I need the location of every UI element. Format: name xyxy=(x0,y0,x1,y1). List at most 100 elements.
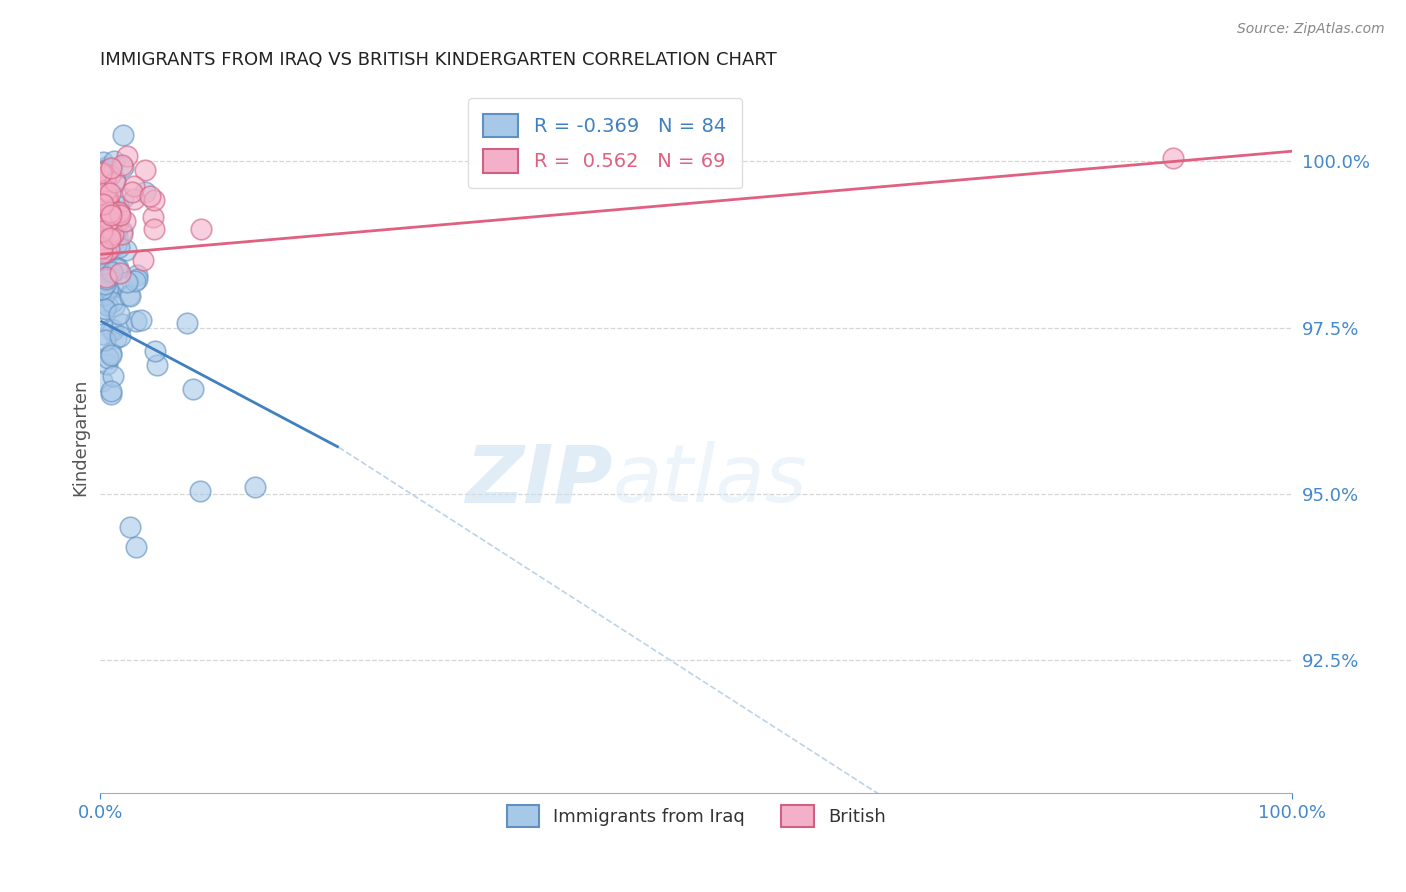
Point xyxy=(108,266,131,280)
Point xyxy=(111,161,134,175)
Point xyxy=(134,185,156,199)
Point xyxy=(104,175,127,189)
Point xyxy=(93,288,115,302)
Point xyxy=(98,205,121,219)
Point xyxy=(98,225,121,239)
Point xyxy=(91,197,114,211)
Point xyxy=(101,265,124,279)
Point xyxy=(103,211,125,226)
Point xyxy=(91,193,114,207)
Point xyxy=(90,184,112,198)
Point xyxy=(98,186,121,201)
Point xyxy=(93,214,115,228)
Point xyxy=(125,314,148,328)
Point xyxy=(245,480,267,494)
Point xyxy=(97,351,120,365)
Point xyxy=(96,357,118,371)
Point xyxy=(112,191,135,205)
Point xyxy=(96,215,118,229)
Point xyxy=(127,272,149,286)
Point xyxy=(90,231,112,245)
Point xyxy=(100,387,122,401)
Point xyxy=(90,374,112,388)
Point xyxy=(188,484,211,499)
Point xyxy=(103,299,125,313)
Point xyxy=(90,180,112,194)
Point xyxy=(100,346,122,360)
Point xyxy=(111,224,134,238)
Point xyxy=(97,242,120,256)
Point xyxy=(97,281,120,295)
Point xyxy=(115,275,138,289)
Point xyxy=(93,333,115,347)
Point xyxy=(111,227,134,241)
Point xyxy=(121,186,143,200)
Point xyxy=(100,208,122,222)
Point xyxy=(94,160,117,174)
Point xyxy=(139,189,162,203)
Point xyxy=(108,207,131,221)
Point xyxy=(103,227,125,241)
Point xyxy=(101,294,124,309)
Point xyxy=(107,212,129,227)
Point xyxy=(94,189,117,203)
Point xyxy=(90,210,112,224)
Text: atlas: atlas xyxy=(613,441,807,519)
Point xyxy=(129,312,152,326)
Point xyxy=(104,173,127,187)
Point xyxy=(108,205,131,219)
Point xyxy=(142,194,165,208)
Point xyxy=(107,260,129,275)
Point xyxy=(94,302,117,317)
Point xyxy=(90,166,112,180)
Point xyxy=(90,294,112,309)
Point xyxy=(96,187,118,202)
Point xyxy=(94,271,117,285)
Point xyxy=(114,214,136,228)
Point xyxy=(96,191,118,205)
Point xyxy=(96,194,118,208)
Point xyxy=(91,301,114,316)
Point xyxy=(104,331,127,345)
Point xyxy=(97,212,120,227)
Point xyxy=(90,204,112,219)
Point xyxy=(91,219,114,233)
Point xyxy=(103,323,125,337)
Point xyxy=(1161,151,1184,165)
Point xyxy=(96,284,118,298)
Point xyxy=(105,237,128,252)
Point xyxy=(98,231,121,245)
Point xyxy=(96,298,118,312)
Point xyxy=(91,230,114,244)
Point xyxy=(96,169,118,183)
Point xyxy=(190,221,212,235)
Point xyxy=(124,275,146,289)
Point xyxy=(105,228,128,243)
Point xyxy=(143,221,166,235)
Point xyxy=(90,227,112,241)
Point xyxy=(181,382,204,396)
Point xyxy=(90,197,112,211)
Point xyxy=(97,265,120,279)
Point xyxy=(91,154,114,169)
Point xyxy=(94,246,117,260)
Point xyxy=(97,222,120,236)
Point xyxy=(98,213,121,227)
Point xyxy=(94,209,117,223)
Point xyxy=(93,277,115,292)
Point xyxy=(111,318,134,332)
Point xyxy=(105,262,128,277)
Point xyxy=(125,540,148,554)
Point xyxy=(93,225,115,239)
Text: Source: ZipAtlas.com: Source: ZipAtlas.com xyxy=(1237,22,1385,37)
Point xyxy=(93,207,115,221)
Point xyxy=(122,179,145,194)
Point xyxy=(142,210,165,224)
Legend: Immigrants from Iraq, British: Immigrants from Iraq, British xyxy=(499,797,893,834)
Point xyxy=(125,268,148,283)
Point xyxy=(100,384,122,398)
Point xyxy=(90,224,112,238)
Point xyxy=(96,273,118,287)
Point xyxy=(94,187,117,202)
Point xyxy=(91,165,114,179)
